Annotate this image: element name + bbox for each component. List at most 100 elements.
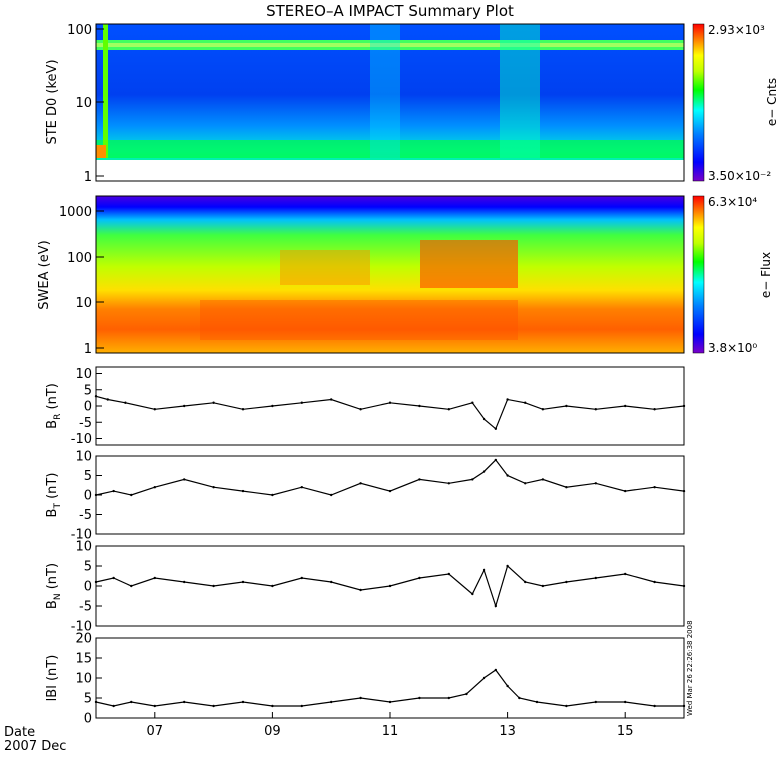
bn-ytick-4: -10 [71,620,92,635]
bt-point [565,486,568,489]
xtick-label-0: 07 [147,724,164,739]
swea-hot-region-a [280,250,370,285]
bn-point [330,580,333,584]
bt-point [447,482,450,485]
bt-point [183,478,186,481]
bmag-point [447,696,450,700]
bn-point [506,564,509,568]
br-panel: 105 0-5-10 BR (nT) [45,366,686,447]
br-point [94,395,98,398]
swea-hot-region-c [200,300,518,340]
swea-hot-region-b [420,240,518,288]
swea-ytick-1000: 1000 [59,205,92,220]
br-ytick-3: -5 [79,416,92,431]
bn-point [447,572,450,576]
swea-ytick-1: 1 [84,342,92,357]
bmag-ytick-4: 0 [84,712,92,727]
bmag-point [359,696,362,700]
bmag-panel: 20 15 10 5 0 lBl (nT) [45,632,686,727]
ste-colorbar [692,23,705,182]
bn-point [388,584,392,588]
bmag-ytick-0: 20 [75,632,92,647]
bt-ytick-2: 0 [84,489,92,504]
bn-point [682,584,686,588]
br-point [330,398,333,401]
bn-point [130,584,133,588]
ste-spike-left [103,24,108,158]
bt-ytick-1: 5 [84,469,92,484]
bn-ylabel: BN (nT) [45,563,63,609]
bmag-ytick-3: 5 [84,692,92,707]
br-point [541,408,545,411]
bt-point [359,482,362,485]
bmag-point [112,704,115,708]
br-point [682,404,686,408]
bmag-point [212,704,215,708]
bn-point [94,580,98,584]
br-ytick-2: 0 [84,400,92,415]
bmag-point [682,704,686,708]
bmag-point [271,704,274,708]
bmag-point [494,668,498,672]
swea-colorbar-min: 3.8×10⁰ [708,341,757,355]
ste-y-ticks [96,28,104,177]
bmag-point [624,700,627,704]
bt-point [271,493,274,497]
br-point [300,401,303,404]
bmag-ytick-1: 15 [75,652,92,667]
bn-ytick-2: 0 [84,580,92,595]
bt-point [112,489,115,493]
br-point [524,401,527,404]
bt-point [482,470,486,473]
xtick-label-3: 13 [499,724,516,739]
swea-colorbar [692,195,705,354]
swea-ytick-100: 100 [67,251,92,266]
bmag-point [535,700,539,704]
ste-colorbar-label: e− Cnts [765,78,779,126]
bt-point [494,458,498,462]
br-point [183,404,186,408]
ste-colorbar-max: 2.93×10³ [708,23,765,37]
bn-point [271,584,274,588]
figure-title: STEREO–A IMPACT Summary Plot [266,2,514,20]
swea-heatmap-fill [96,196,684,353]
bt-point [241,489,245,493]
swea-panel: 1000 100 10 1 SWEA (eV) 6.3×10⁴ 3.8×10⁰ … [37,195,773,357]
ste-ytick-10: 10 [75,96,92,111]
bt-point [524,482,527,485]
br-point [124,401,127,404]
bn-point [541,584,545,588]
bt-point [594,482,597,485]
bt-point [471,478,474,481]
bt-point [330,493,333,497]
bt-point [624,489,627,493]
bn-point [594,576,597,580]
bmag-point [330,700,333,704]
bn-point [241,580,245,584]
bmag-ytick-2: 10 [75,672,92,687]
bt-series-line [95,458,685,496]
bmag-point [653,704,656,708]
br-point [494,427,498,430]
bt-point [653,486,656,489]
br-point [212,401,215,404]
bn-point [300,576,303,580]
month-label: 2007 Dec [4,739,66,754]
bt-point [418,478,421,481]
date-label: Date [4,725,35,740]
br-ylabel: BR (nT) [45,383,63,429]
bmag-point [565,704,568,708]
bn-point [524,580,527,584]
ste-low-energy-cutoff [96,160,684,181]
bt-panel: 10 5 0 -5 -10 BT (nT) [45,450,686,543]
swea-y-ticks [96,210,104,349]
br-point [359,408,362,411]
bmag-point [388,700,392,704]
br-ytick-1: 5 [84,383,92,398]
bt-point [153,486,156,489]
bn-point [471,592,474,596]
bmag-point [418,696,421,700]
bmag-point [518,696,521,700]
bmag-point [153,704,156,708]
